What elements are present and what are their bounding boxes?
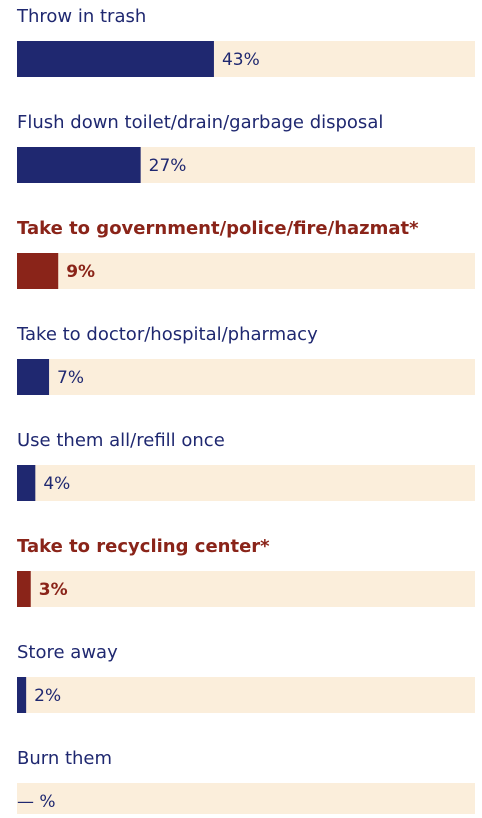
bar-track [17,677,475,713]
category-label: Throw in trash [16,6,146,27]
bar [17,359,50,395]
bar [17,41,214,77]
value-label: 27% [149,156,187,176]
value-label: 2% [34,686,61,706]
value-label: 7% [57,368,84,388]
category-label: Take to recycling center* [17,536,270,557]
category-label: Use them all/refill once [17,430,225,451]
category-label: Take to government/police/fire/hazmat* [17,218,419,239]
bar [17,677,27,713]
bar [17,147,141,183]
value-label: 9% [66,262,95,282]
category-label: Flush down toilet/drain/garbage disposal [17,112,383,133]
value-label: — % [17,792,56,812]
bar [17,253,59,289]
value-label: 4% [43,474,70,494]
bar-track [17,571,475,607]
category-label: Burn them [17,748,112,769]
value-label: 43% [222,50,260,70]
bar-track [17,253,475,289]
bar [17,465,36,501]
value-label: 3% [39,580,68,600]
category-label: Store away [17,642,118,663]
bar [17,571,31,607]
category-label: Take to doctor/hospital/pharmacy [16,324,318,345]
bar-track [17,359,475,395]
bar-track [17,783,475,818]
bar-track [17,465,475,501]
